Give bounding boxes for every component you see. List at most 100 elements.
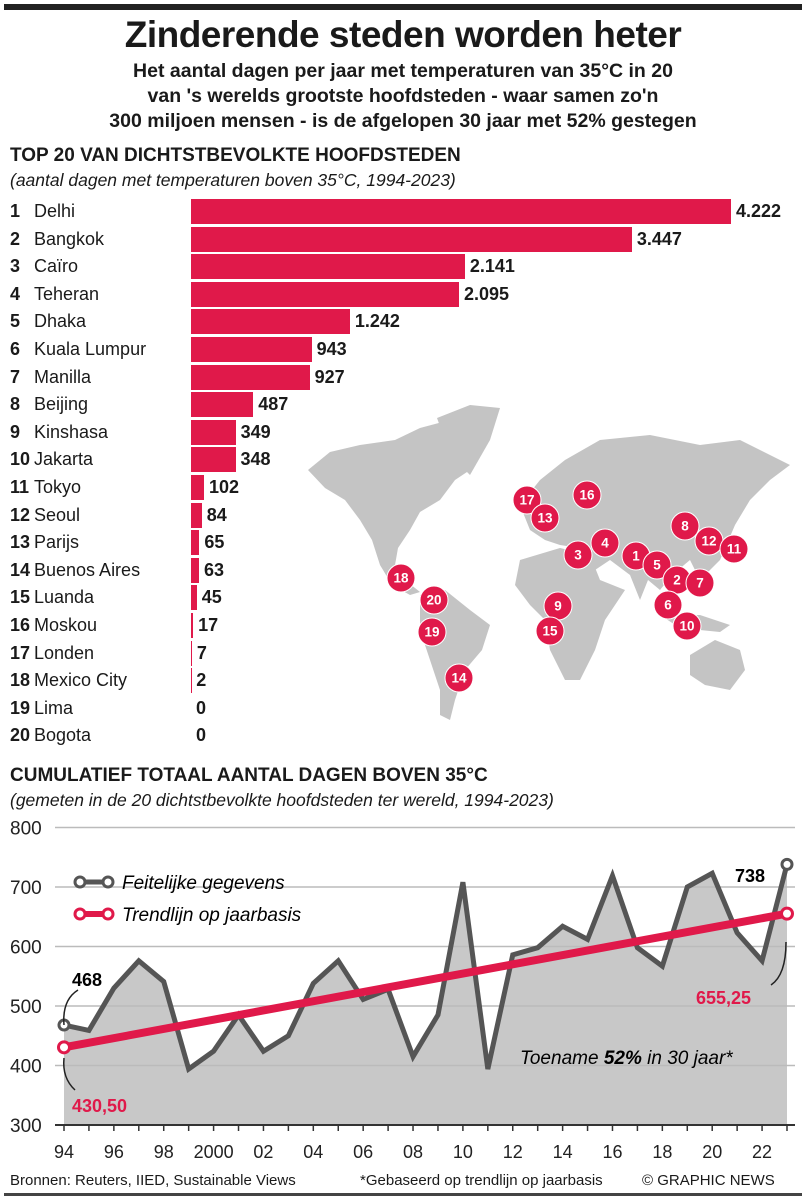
x-tick-label: 96 [104, 1142, 124, 1162]
rank: 11 [10, 477, 30, 497]
rank: 15 [10, 587, 31, 608]
bar [191, 557, 200, 583]
city-name: Tokyo [34, 477, 82, 497]
bar-value: 45 [201, 587, 222, 608]
bar [191, 475, 205, 500]
bar-value: 65 [204, 532, 225, 553]
increase-annotation: Toename 52% in 30 jaar* [520, 1048, 733, 1069]
city-name: Dhaka [34, 311, 87, 332]
bar-value: 17 [198, 615, 219, 635]
trend-point-start [57, 1040, 71, 1055]
rank: 18 [10, 670, 31, 691]
rank: 19 [10, 697, 31, 718]
map-australia [690, 640, 745, 690]
x-tick-label: 16 [602, 1142, 622, 1162]
city-label: 9 Kinshasa [10, 422, 108, 443]
rank: 2 [10, 228, 21, 249]
actual-area [64, 864, 787, 1125]
map-marker: 3 [563, 540, 593, 570]
city-label: 7 Manilla [10, 367, 91, 388]
city-label: 20 Bogota [10, 725, 91, 746]
city-name: Bogota [34, 725, 92, 746]
bar [191, 254, 465, 280]
city-name: Bangkok [34, 228, 105, 249]
y-tick-label: 300 [10, 1116, 42, 1137]
line-chart-title: CUMULATIEF TOTAAL AANTAL DAGEN BOVEN 35°… [10, 765, 488, 786]
rank: 9 [10, 421, 21, 442]
bar [191, 419, 236, 445]
rank: 16 [10, 615, 31, 635]
city-name: Delhi [34, 201, 76, 221]
legend-actual-swatch-dot [73, 875, 87, 889]
bar-value: 102 [209, 477, 240, 497]
map-marker: 7 [685, 568, 715, 598]
city-name: Caïro [34, 256, 79, 277]
map-north-america [308, 420, 470, 595]
bar [191, 447, 236, 473]
start-actual-arrow [63, 989, 79, 1026]
line-chart-subtitle: (gemeten in de 20 dichtstbevolkte hoofds… [10, 790, 554, 810]
legend-actual-label: Feitelijke gegevens [122, 873, 285, 894]
map-marker: 13 [530, 503, 560, 533]
bar-value: 2.141 [469, 256, 515, 277]
map-greenland [437, 405, 500, 475]
city-name: Moskou [34, 615, 98, 635]
bottom-rule [4, 1193, 802, 1196]
x-tick-label: 02 [253, 1142, 273, 1162]
bar-value: 63 [204, 559, 225, 580]
city-label: 16 Moskou [10, 615, 97, 636]
actual-line [63, 863, 790, 1074]
x-tick-label: 98 [154, 1142, 174, 1162]
x-tick-label: 94 [54, 1142, 74, 1162]
city-name: Buenos Aires [34, 559, 141, 580]
city-label: 1 Delhi [10, 201, 75, 222]
start-trend-arrow [62, 1057, 76, 1091]
rank: 13 [10, 532, 31, 553]
city-label: 6 Kuala Lumpur [10, 339, 146, 360]
city-label: 18 Mexico City [10, 670, 127, 691]
x-tick-label: 22 [752, 1142, 772, 1162]
rank: 20 [10, 725, 31, 746]
city-label: 17 Londen [10, 643, 94, 664]
legend-trend-swatch-dot [101, 907, 115, 921]
city-label: 2 Bangkok [10, 229, 104, 250]
map-marker: 20 [419, 585, 449, 615]
increase-annotation-part: in 30 jaar* [642, 1048, 733, 1069]
bar-chart-subtitle: (aantal dagen met temperaturen boven 35°… [10, 170, 456, 190]
x-tick-label: 06 [353, 1142, 373, 1162]
city-label: 13 Parijs [10, 532, 79, 553]
legend-actual-swatch-dot [101, 875, 115, 889]
sources: Bronnen: Reuters, IIED, Sustainable View… [10, 1172, 296, 1189]
map-marker: 15 [535, 616, 565, 646]
increase-annotation-part: Toename [520, 1048, 604, 1069]
bar-value: 2.095 [463, 283, 509, 304]
bar [191, 281, 459, 307]
rank: 6 [10, 339, 21, 359]
bar-value: 3.447 [636, 228, 682, 249]
bar [191, 530, 200, 556]
city-label: 8 Beijing [10, 394, 88, 415]
bar [191, 392, 254, 418]
bar-value: 1.242 [354, 311, 400, 332]
map-marker: 11 [719, 534, 749, 564]
x-tick-label: 2000 [194, 1142, 234, 1162]
legend-trend-label: Trendlijn op jaarbasis [122, 905, 302, 926]
rank: 3 [10, 256, 21, 277]
bar-value: 7 [196, 642, 207, 663]
bar [191, 309, 350, 335]
bar-value: 349 [240, 421, 271, 442]
bar [191, 337, 312, 362]
rank: 17 [10, 642, 31, 663]
increase-annotation-part: 52% [604, 1048, 642, 1069]
city-label: 10 Jakarta [10, 449, 93, 470]
city-name: Londen [34, 642, 95, 663]
bar [191, 613, 194, 638]
start-trend-label: 430,50 [72, 1096, 127, 1116]
map-marker: 18 [386, 563, 416, 593]
rank: 12 [10, 504, 31, 525]
bar [191, 226, 632, 252]
top-rule [4, 4, 802, 10]
rank: 7 [10, 366, 21, 387]
